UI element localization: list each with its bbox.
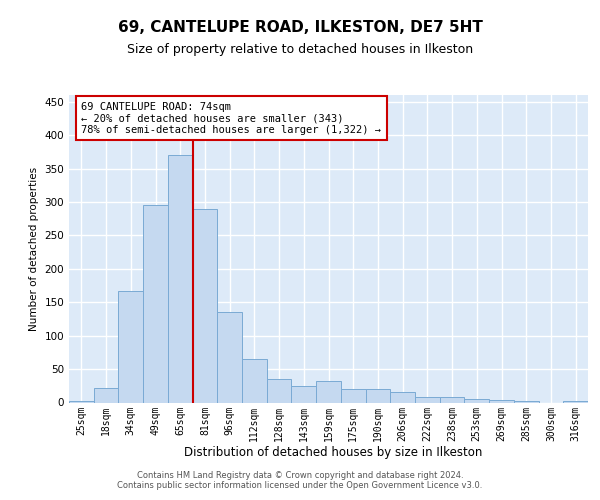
Text: 69, CANTELUPE ROAD, ILKESTON, DE7 5HT: 69, CANTELUPE ROAD, ILKESTON, DE7 5HT — [118, 20, 482, 35]
Text: Size of property relative to detached houses in Ilkeston: Size of property relative to detached ho… — [127, 44, 473, 57]
Bar — [118, 291, 143, 403]
Bar — [316, 381, 341, 402]
Y-axis label: Number of detached properties: Number of detached properties — [29, 166, 39, 331]
Bar — [292, 386, 316, 402]
Bar — [143, 206, 168, 402]
Bar — [69, 401, 94, 402]
Bar — [415, 397, 440, 402]
Bar — [365, 389, 390, 402]
Bar — [242, 359, 267, 403]
Bar — [563, 401, 588, 402]
Bar — [94, 388, 118, 402]
Bar — [341, 389, 365, 402]
Bar — [217, 312, 242, 402]
Bar — [464, 399, 489, 402]
Bar — [193, 208, 217, 402]
Text: Contains HM Land Registry data © Crown copyright and database right 2024.: Contains HM Land Registry data © Crown c… — [137, 470, 463, 480]
Bar — [514, 401, 539, 402]
Bar — [267, 379, 292, 402]
Text: Contains public sector information licensed under the Open Government Licence v3: Contains public sector information licen… — [118, 482, 482, 490]
Text: Distribution of detached houses by size in Ilkeston: Distribution of detached houses by size … — [184, 446, 482, 459]
Bar — [390, 392, 415, 402]
Bar — [168, 155, 193, 402]
Bar — [489, 400, 514, 402]
Bar — [440, 397, 464, 402]
Text: 69 CANTELUPE ROAD: 74sqm
← 20% of detached houses are smaller (343)
78% of semi-: 69 CANTELUPE ROAD: 74sqm ← 20% of detach… — [82, 102, 382, 135]
